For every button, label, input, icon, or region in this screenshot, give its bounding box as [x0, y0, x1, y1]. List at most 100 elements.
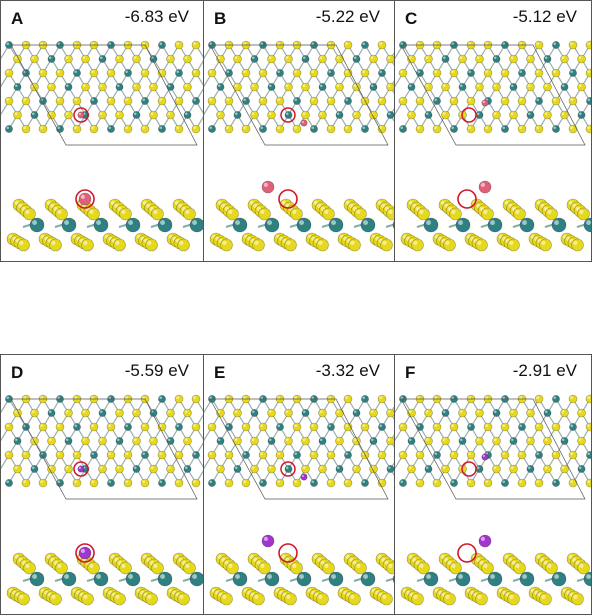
sulfur-atom-highlight	[578, 56, 582, 59]
metal-atom-highlight	[226, 70, 229, 73]
sulfur-atom-highlight	[536, 480, 539, 483]
sulfur-atom-highlight	[400, 452, 403, 455]
sulfur-atom-side	[284, 238, 297, 252]
sulfur-atom-highlight	[251, 112, 255, 115]
metal-atom-side	[360, 571, 376, 587]
sulfur-atom	[407, 110, 416, 120]
sulfur-atom-side-highlight	[115, 594, 120, 599]
sulfur-atom-highlight	[468, 452, 471, 455]
sulfur-atom	[577, 408, 586, 418]
metal-atom-highlight	[502, 396, 505, 399]
metal-atom-highlight	[184, 112, 188, 115]
sulfur-atom-side-highlight	[224, 560, 229, 565]
metal-atom-highlight	[370, 438, 374, 441]
sulfur-atom-side-highlight	[53, 560, 59, 565]
sulfur-atom-side-highlight	[440, 200, 445, 205]
sulfur-atom-highlight	[362, 424, 365, 427]
sulfur-atom-side-highlight	[228, 563, 233, 568]
sulfur-atom-side	[380, 238, 393, 252]
sulfur-atom	[509, 464, 518, 474]
sulfur-atom-highlight	[485, 480, 488, 483]
sulfur-atom	[309, 422, 319, 432]
sulfur-atom-side-highlight	[254, 240, 259, 245]
metal-atom-highlight	[6, 126, 9, 129]
metal-atom-highlight	[167, 438, 171, 441]
metal-atom-highlight	[468, 424, 471, 427]
metal-atom-highlight	[74, 424, 77, 427]
sulfur-atom-highlight	[328, 126, 331, 129]
metal-atom	[158, 479, 166, 487]
sulfur-atom	[560, 464, 569, 474]
metal-atom-highlight	[328, 70, 331, 73]
sulfur-atom	[568, 450, 578, 460]
sulfur-atom-highlight	[510, 466, 514, 469]
panel-b: B -5.22 eV	[203, 0, 395, 262]
sulfur-atom-side-highlight	[540, 557, 545, 562]
sulfur-atom-highlight	[434, 126, 437, 129]
sulfur-atom-highlight	[193, 70, 197, 73]
sulfur-atom-highlight	[226, 98, 229, 101]
metal-atom	[124, 69, 132, 77]
metal-atom-side	[29, 217, 45, 233]
sulfur-atom-highlight	[176, 396, 180, 399]
sulfur-atom-side	[443, 592, 456, 606]
sulfur-atom	[483, 68, 493, 78]
sulfur-atom-highlight	[536, 70, 539, 73]
sulfur-atom-side	[449, 561, 462, 575]
sulfur-atom	[326, 124, 336, 134]
sulfur-atom-highlight	[570, 480, 573, 483]
metal-atom-highlight	[536, 98, 539, 101]
sulfur-atom-side-highlight	[153, 209, 158, 214]
metal-atom	[369, 437, 378, 445]
sulfur-atom	[157, 96, 167, 106]
sulfur-atom	[326, 96, 336, 106]
sulfur-atom-highlight	[260, 452, 263, 455]
sulfur-atom-highlight	[125, 452, 128, 455]
sulfur-atom	[309, 450, 319, 460]
sulfur-atom	[585, 394, 591, 404]
top-view	[395, 394, 591, 500]
sulfur-atom-side-highlight	[249, 200, 254, 205]
metal-atom-side	[487, 217, 503, 233]
sulfur-atom-highlight	[451, 452, 454, 455]
sulfur-atom-highlight	[285, 84, 289, 87]
metal-atom-highlight	[142, 452, 146, 455]
metal-atom-highlight	[502, 480, 505, 483]
sulfur-atom-side-highlight	[536, 200, 541, 205]
metal-atom-side-highlight	[96, 220, 102, 225]
sulfur-atom-highlight	[408, 466, 412, 469]
sulfur-atom	[551, 68, 561, 78]
sulfur-atom-side	[417, 561, 430, 575]
sulfur-atom-side-highlight	[256, 206, 261, 211]
sulfur-atom-side	[571, 238, 584, 252]
sulfur-atom-highlight	[116, 466, 120, 469]
sulfur-atom-highlight	[544, 84, 548, 87]
sulfur-atom-side	[55, 207, 68, 221]
sulfur-atom-side-highlight	[412, 557, 417, 562]
sulfur-atom	[174, 96, 184, 106]
sulfur-atom-highlight	[260, 70, 263, 73]
metal-atom-side-highlight	[235, 220, 240, 225]
adatom-highlight	[482, 454, 485, 457]
sulfur-atom-side-highlight	[320, 560, 325, 565]
metal-atom-highlight	[302, 56, 306, 60]
sulfur-atom-highlight	[176, 42, 180, 45]
metal-atom	[569, 423, 577, 431]
metal-atom	[424, 111, 433, 119]
sulfur-atom-highlight	[336, 84, 340, 87]
sulfur-atom-side-highlight	[286, 240, 291, 245]
metal-atom-highlight	[65, 438, 69, 441]
sulfur-atom-highlight	[14, 410, 18, 413]
sulfur-atom-side	[545, 561, 558, 575]
sulfur-atom	[106, 68, 116, 78]
metal-atom	[335, 111, 344, 119]
sulfur-atom	[183, 408, 192, 418]
metal-atom	[192, 451, 200, 459]
sulfur-atom	[585, 478, 591, 488]
sulfur-atom-highlight	[285, 410, 289, 413]
sulfur-atom-side-highlight	[377, 554, 382, 559]
metal-atom-highlight	[561, 84, 565, 87]
metal-atom-highlight	[294, 452, 297, 455]
sulfur-atom-side	[316, 238, 329, 252]
sulfur-atom-side-highlight	[286, 594, 291, 599]
